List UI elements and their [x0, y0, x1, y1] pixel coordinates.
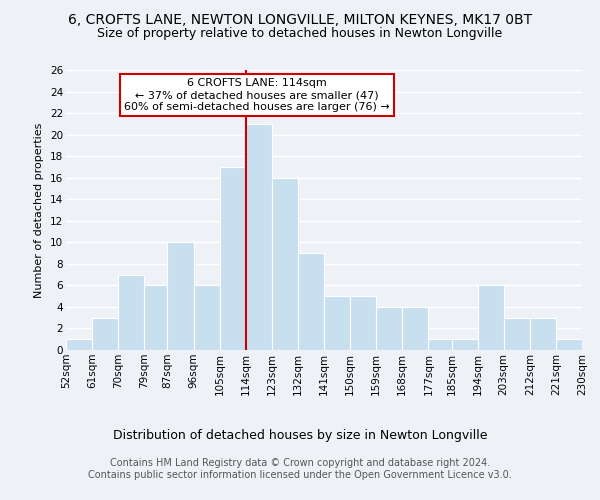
Bar: [194, 286, 220, 350]
Bar: [504, 318, 530, 350]
Bar: [298, 253, 324, 350]
Bar: [402, 307, 428, 350]
Bar: [452, 339, 478, 350]
Bar: [350, 296, 376, 350]
Bar: [478, 286, 504, 350]
Text: Distribution of detached houses by size in Newton Longville: Distribution of detached houses by size …: [113, 428, 487, 442]
Bar: [530, 318, 556, 350]
Text: Contains HM Land Registry data © Crown copyright and database right 2024.
Contai: Contains HM Land Registry data © Crown c…: [88, 458, 512, 480]
Bar: [246, 124, 272, 350]
Bar: [118, 274, 144, 350]
Bar: [428, 339, 452, 350]
Bar: [556, 339, 582, 350]
Bar: [92, 318, 118, 350]
Y-axis label: Number of detached properties: Number of detached properties: [34, 122, 44, 298]
Bar: [167, 242, 194, 350]
Bar: [272, 178, 298, 350]
Bar: [66, 339, 92, 350]
Bar: [144, 286, 167, 350]
Bar: [220, 167, 246, 350]
Bar: [376, 307, 402, 350]
Bar: [324, 296, 350, 350]
Text: 6, CROFTS LANE, NEWTON LONGVILLE, MILTON KEYNES, MK17 0BT: 6, CROFTS LANE, NEWTON LONGVILLE, MILTON…: [68, 12, 532, 26]
Text: Size of property relative to detached houses in Newton Longville: Size of property relative to detached ho…: [97, 28, 503, 40]
Text: 6 CROFTS LANE: 114sqm
← 37% of detached houses are smaller (47)
60% of semi-deta: 6 CROFTS LANE: 114sqm ← 37% of detached …: [124, 78, 390, 112]
